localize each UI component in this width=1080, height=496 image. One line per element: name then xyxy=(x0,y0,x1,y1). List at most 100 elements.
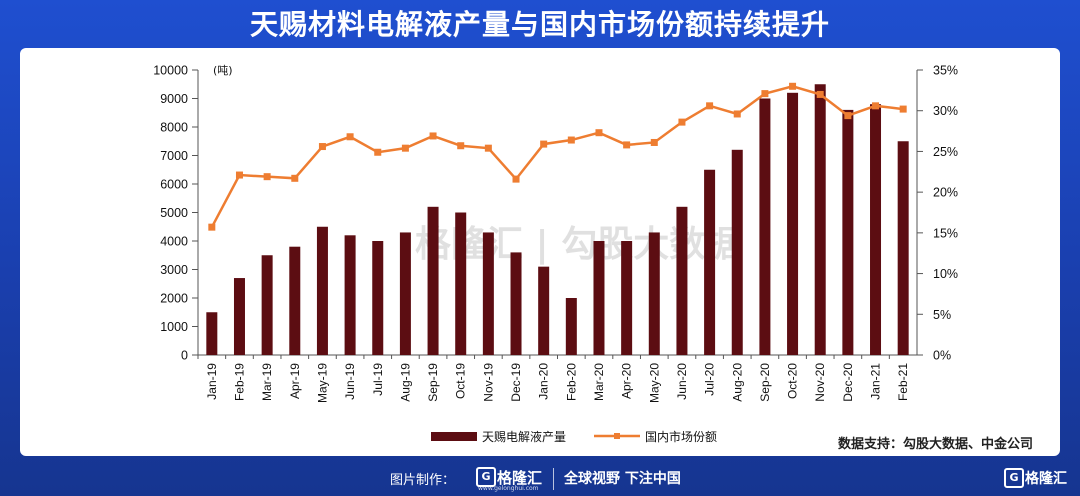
bar-Apr-19 xyxy=(289,246,301,355)
bar-May-19 xyxy=(316,226,328,355)
gelonghui-logo-icon: G xyxy=(476,467,496,487)
brand-name-right: 格隆汇 xyxy=(1025,471,1067,487)
y-tick-label: 9000 xyxy=(160,92,188,106)
bar-Jan-19 xyxy=(206,312,218,355)
share-point-Dec-19 xyxy=(512,175,520,183)
bar-Jan-20 xyxy=(538,266,550,355)
share-point-Sep-20 xyxy=(761,90,769,98)
x-tick-label-Jun-20: Jun-20 xyxy=(675,363,689,400)
share-point-Mar-19 xyxy=(263,173,271,181)
y-unit-label: (吨) xyxy=(213,64,233,77)
y2-tick-label: 35% xyxy=(933,64,958,78)
x-tick-label-Nov-20: Nov-20 xyxy=(813,363,827,402)
x-tick-label-Jul-19: Jul-19 xyxy=(371,363,385,396)
y-tick-label: 0 xyxy=(181,349,188,363)
share-point-Jul-20 xyxy=(706,102,714,110)
y2-tick-label: 30% xyxy=(933,104,958,118)
slogan: 全球视野 下注中国 xyxy=(564,471,681,487)
share-point-Feb-20 xyxy=(567,136,575,144)
x-tick-label-Mar-20: Mar-20 xyxy=(592,363,606,401)
bar-Aug-20 xyxy=(731,149,743,355)
bar-May-20 xyxy=(648,232,660,355)
y-tick-label: 10000 xyxy=(153,64,188,78)
share-point-Aug-20 xyxy=(733,110,741,118)
y2-tick-label: 0% xyxy=(933,349,951,363)
x-tick-label-Dec-20: Dec-20 xyxy=(841,363,855,402)
share-point-Jul-19 xyxy=(374,148,382,156)
x-tick-label-Oct-19: Oct-19 xyxy=(454,363,468,399)
x-tick-label-Feb-20: Feb-20 xyxy=(564,363,578,401)
share-point-Apr-20 xyxy=(623,141,631,149)
y-tick-label: 5000 xyxy=(160,206,188,220)
chart-panel: 格隆汇 | 勾股大数据 10000 9000 8000 7000 6000 5000 4000… xyxy=(20,48,1060,456)
bar-Mar-19 xyxy=(261,255,273,355)
x-tick-label-May-20: May-20 xyxy=(647,363,661,403)
share-point-May-20 xyxy=(650,138,658,146)
brand-name: 格隆汇 xyxy=(497,469,543,487)
share-point-Dec-20 xyxy=(844,112,852,120)
y-tick-label: 7000 xyxy=(160,149,188,163)
bar-Nov-20 xyxy=(814,84,826,355)
y-tick-label: 4000 xyxy=(160,235,188,249)
brand-url: www.gelonghui.com xyxy=(478,485,539,492)
x-tick-label-Mar-19: Mar-19 xyxy=(260,363,274,401)
y2-tick-label: 15% xyxy=(933,226,958,240)
share-point-Jun-19 xyxy=(346,133,354,141)
share-point-Jan-21 xyxy=(872,102,880,110)
y2-tick-label: 20% xyxy=(933,186,958,200)
bar-Oct-20 xyxy=(787,92,799,356)
bar-Mar-20 xyxy=(593,241,605,355)
made-by-label: 图片制作： xyxy=(390,473,456,488)
legend-bar-swatch xyxy=(431,432,477,441)
x-tick-label-Feb-21: Feb-21 xyxy=(896,363,910,401)
share-point-Apr-19 xyxy=(291,174,299,182)
footer-bar: 图片制作： G 格隆汇 www.gelonghui.com 全球视野 下注中国 … xyxy=(0,460,1080,496)
share-point-Oct-19 xyxy=(457,142,465,150)
x-tick-label-Aug-20: Aug-20 xyxy=(730,363,744,402)
share-point-Nov-20 xyxy=(816,90,824,98)
x-tick-label-Apr-20: Apr-20 xyxy=(620,363,634,399)
share-point-Feb-21 xyxy=(899,105,907,113)
source-note: 数据支持：勾股大数据、中金公司 xyxy=(838,436,1033,452)
share-point-Mar-20 xyxy=(595,129,603,137)
legend-line-marker xyxy=(614,433,620,439)
x-tick-label-Oct-20: Oct-20 xyxy=(786,363,800,399)
chart-title: 天赐材料电解液产量与国内市场份额持续提升 xyxy=(249,8,830,41)
bar-Apr-20 xyxy=(621,241,633,355)
x-tick-label-Jan-20: Jan-20 xyxy=(537,363,551,400)
combo-chart: 格隆汇 | 勾股大数据10000900080007000600050004000… xyxy=(153,64,1033,453)
share-point-May-19 xyxy=(318,143,326,151)
x-tick-label-Jan-19: Jan-19 xyxy=(205,363,219,400)
bar-Nov-19 xyxy=(482,232,494,355)
footer-divider xyxy=(553,468,554,490)
gelonghui-logo-icon-right: G xyxy=(1004,468,1024,488)
y2-tick-label: 5% xyxy=(933,308,951,322)
share-point-Aug-19 xyxy=(401,144,409,152)
bar-Oct-19 xyxy=(455,212,467,355)
bar-Feb-21 xyxy=(897,141,909,355)
x-tick-label-Nov-19: Nov-19 xyxy=(481,363,495,402)
share-point-Sep-19 xyxy=(429,132,437,140)
y-tick-label: 2000 xyxy=(160,292,188,306)
bar-Jun-20 xyxy=(676,206,688,355)
x-tick-label-Sep-19: Sep-19 xyxy=(426,363,440,402)
bar-Jun-19 xyxy=(344,235,356,355)
x-tick-label-Feb-19: Feb-19 xyxy=(232,363,246,401)
y-tick-label: 6000 xyxy=(160,178,188,192)
bar-Feb-19 xyxy=(233,278,245,355)
bar-Feb-20 xyxy=(565,298,577,355)
x-tick-label-Jan-21: Jan-21 xyxy=(869,363,883,400)
y-tick-label: 8000 xyxy=(160,121,188,135)
bar-Jul-20 xyxy=(704,169,716,355)
bar-Dec-20 xyxy=(842,109,854,356)
legend-bar-label: 天赐电解液产量 xyxy=(482,429,566,444)
x-tick-label-May-19: May-19 xyxy=(315,363,329,403)
bar-Dec-19 xyxy=(510,252,522,355)
share-line xyxy=(210,84,904,228)
bar-Aug-19 xyxy=(399,232,411,355)
y2-tick-label: 25% xyxy=(933,145,958,159)
share-point-Jun-20 xyxy=(678,118,686,126)
x-tick-label-Apr-19: Apr-19 xyxy=(288,363,302,399)
y-tick-label: 1000 xyxy=(160,320,188,334)
share-point-Nov-19 xyxy=(484,144,492,152)
